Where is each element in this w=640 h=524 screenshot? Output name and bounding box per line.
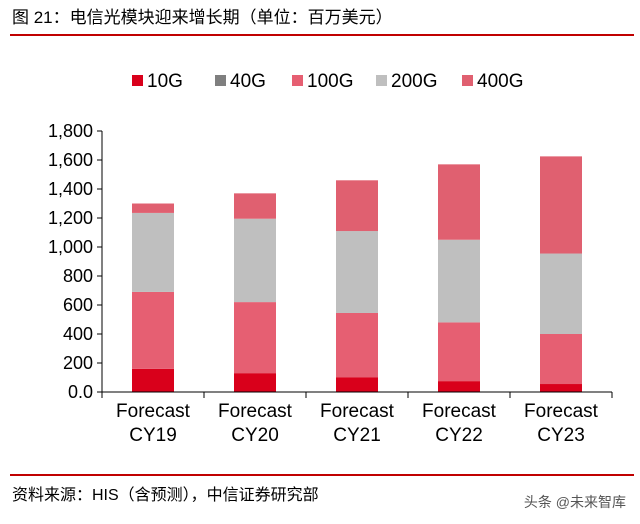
legend-label: 10G xyxy=(147,71,183,92)
y-tick-label: 1,800 xyxy=(48,121,93,141)
legend: 10G 40G 100G 200G 400G xyxy=(132,71,523,92)
legend-label: 200G xyxy=(391,71,437,92)
x-category-label: Forecast xyxy=(218,401,293,422)
bar-segment-400g xyxy=(336,180,378,232)
bar-segment-10g xyxy=(438,381,480,392)
source-note: 资料来源：HIS（含预测），中信证券研究部 xyxy=(12,487,319,504)
legend-swatch xyxy=(132,75,143,86)
y-axis: 0.0 200 400 600 800 1,000 1,200 1,400 1,600 1,800 xyxy=(48,121,103,402)
bar-segment-200g xyxy=(132,212,174,292)
legend-label: 400G xyxy=(477,71,523,92)
bars xyxy=(132,156,582,392)
bar-segment-200g xyxy=(234,218,276,303)
bar-segment-10g xyxy=(132,368,174,392)
y-tick-label: 600 xyxy=(63,295,93,315)
legend-swatch xyxy=(462,75,473,86)
y-tick-label: 200 xyxy=(63,353,93,373)
legend-swatch xyxy=(292,75,303,86)
x-category-label: Forecast xyxy=(320,401,395,422)
x-category-label: CY19 xyxy=(129,425,177,446)
x-category-label: CY21 xyxy=(333,425,381,446)
bar-segment-400g xyxy=(540,156,582,254)
bar-segment-10g xyxy=(336,377,378,392)
legend-swatch xyxy=(215,75,226,86)
stacked-bar-chart: 10G 40G 100G 200G 400G 0.0 200 400 600 800 1,000 1… xyxy=(48,71,613,446)
x-category-label: CY20 xyxy=(231,425,279,446)
top-rule xyxy=(10,34,634,36)
legend-label: 40G xyxy=(230,71,266,92)
x-axis: Forecast CY19 Forecast CY20 Forecast CY21 Fore… xyxy=(101,391,613,446)
y-tick-label: 1,000 xyxy=(48,237,93,257)
y-tick-label: 400 xyxy=(63,324,93,344)
x-category-label: CY23 xyxy=(537,425,585,446)
x-category-label: Forecast xyxy=(524,401,599,422)
bar-segment-100g xyxy=(234,302,276,374)
y-tick-label: 1,600 xyxy=(48,150,93,170)
bar-segment-200g xyxy=(336,231,378,313)
watermark: 头条 @未来智库 xyxy=(523,494,626,510)
bar-segment-200g xyxy=(540,253,582,334)
legend-label: 100G xyxy=(307,71,353,92)
bar-segment-200g xyxy=(438,239,480,323)
y-tick-label: 1,200 xyxy=(48,208,93,228)
x-category-label: Forecast xyxy=(422,401,497,422)
bar-segment-10g xyxy=(540,384,582,392)
legend-swatch xyxy=(376,75,387,86)
bar-segment-400g xyxy=(438,164,480,240)
bar-segment-400g xyxy=(234,193,276,219)
bar-segment-400g xyxy=(132,203,174,213)
chart-title: 图 21：电信光模块迎来增长期（单位：百万美元） xyxy=(12,8,393,27)
bar-segment-100g xyxy=(438,322,480,382)
bar-segment-100g xyxy=(336,312,378,378)
bottom-rule xyxy=(10,474,634,476)
y-tick-label: 1,400 xyxy=(48,179,93,199)
bar-segment-100g xyxy=(132,291,174,369)
x-category-label: CY22 xyxy=(435,425,483,446)
y-tick-label: 0.0 xyxy=(68,382,93,402)
x-category-label: Forecast xyxy=(116,401,191,422)
bar-segment-10g xyxy=(234,373,276,392)
bar-segment-100g xyxy=(540,334,582,385)
y-tick-label: 800 xyxy=(63,266,93,286)
